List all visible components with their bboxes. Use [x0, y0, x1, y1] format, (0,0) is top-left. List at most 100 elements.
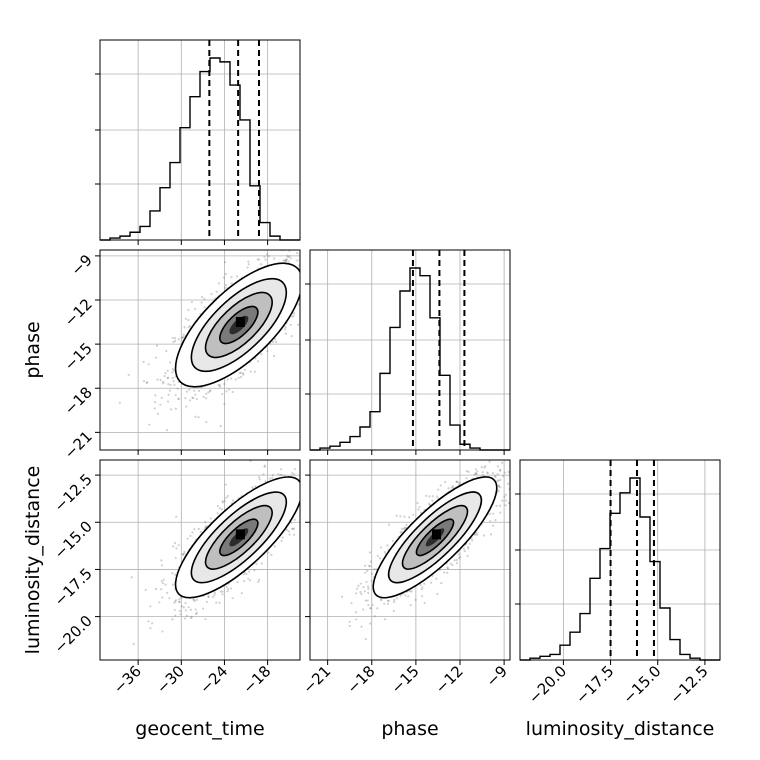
sample-point: [246, 266, 249, 269]
sample-point: [204, 520, 207, 524]
sample-point: [149, 605, 152, 608]
sample-point: [355, 587, 359, 590]
sample-point: [188, 388, 191, 391]
sample-point: [316, 479, 318, 481]
sample-point: [465, 469, 469, 473]
sample-point: [504, 504, 507, 507]
sample-point: [209, 389, 212, 392]
sample-point: [218, 385, 222, 388]
sample-point: [437, 488, 440, 491]
sample-point: [218, 507, 221, 510]
sample-point: [194, 612, 198, 615]
sample-point: [367, 604, 370, 607]
sample-point: [383, 602, 386, 605]
sample-point: [400, 527, 404, 530]
sample-point: [255, 562, 258, 566]
sample-point: [496, 473, 499, 476]
tick-label-y-phase: −21: [61, 427, 96, 462]
sample-point: [154, 587, 158, 591]
sample-point: [449, 562, 453, 565]
sample-point: [242, 373, 245, 376]
sample-point: [296, 252, 299, 255]
sample-point: [165, 428, 169, 432]
sample-point: [499, 511, 502, 514]
sample-point: [239, 375, 243, 379]
sample-point: [403, 515, 406, 518]
sample-point: [328, 268, 330, 270]
sample-point: [302, 500, 304, 502]
sample-point: [161, 630, 164, 633]
sample-point: [421, 595, 424, 598]
sample-point: [362, 608, 365, 611]
sample-point: [169, 383, 172, 387]
sample-point: [172, 340, 175, 344]
sample-point: [501, 461, 504, 464]
sample-point: [496, 465, 499, 468]
sample-point: [511, 445, 513, 447]
sample-point: [181, 553, 185, 556]
sample-point: [162, 380, 165, 384]
sample-point: [235, 275, 239, 278]
sample-point: [288, 254, 291, 258]
panel-frame: [309, 459, 511, 661]
sample-point: [187, 606, 190, 609]
sample-point: [402, 527, 406, 530]
sample-point: [365, 580, 368, 583]
sample-point: [202, 607, 205, 610]
sample-point: [293, 473, 296, 476]
sample-point: [566, 446, 568, 448]
sample-point: [417, 508, 420, 511]
sample-point: [348, 620, 351, 623]
sample-point: [423, 601, 426, 605]
sample-point: [466, 554, 469, 558]
contour-line: [401, 504, 469, 570]
sample-point: [171, 618, 174, 621]
sample-point: [446, 566, 449, 570]
contour-line: [190, 491, 288, 584]
sample-point: [174, 573, 177, 576]
sample-point: [304, 252, 306, 254]
tick-label-x-luminosity-distance: −17.5: [572, 662, 617, 707]
sample-point: [144, 588, 147, 591]
sample-point: [219, 590, 222, 593]
sample-point: [509, 453, 511, 455]
tick-label-y-phase: −15: [61, 339, 96, 374]
sample-point: [316, 489, 318, 491]
tick-label-x-luminosity-distance: −15.0: [619, 662, 664, 707]
sample-point: [340, 595, 344, 598]
sample-point: [147, 363, 150, 366]
sample-point: [499, 469, 502, 472]
sample-point: [184, 317, 187, 320]
sample-point: [307, 260, 309, 262]
sample-point: [492, 524, 495, 527]
sample-point: [142, 360, 145, 363]
contour-line: [372, 476, 498, 599]
sample-point: [493, 474, 497, 478]
sample-point: [213, 591, 216, 594]
sample-point: [256, 258, 259, 261]
sample-point: [306, 301, 308, 303]
sample-point: [253, 569, 256, 572]
sample-point: [188, 399, 192, 402]
sample-point: [207, 595, 210, 599]
sample-point: [430, 581, 433, 584]
sample-point: [504, 499, 508, 502]
sample-point: [188, 324, 192, 328]
sample-point: [167, 393, 170, 396]
sample-point: [175, 547, 178, 550]
sample-point: [305, 507, 307, 509]
sample-point: [219, 424, 222, 428]
sample-point: [171, 572, 174, 575]
sample-point: [193, 389, 196, 392]
sample-point: [386, 602, 390, 605]
sample-point: [300, 254, 302, 256]
sample-point: [391, 539, 394, 543]
sample-point: [393, 598, 396, 602]
tick-label-x-luminosity-distance: −12.5: [667, 662, 712, 707]
sample-point: [496, 480, 499, 483]
sample-point: [290, 335, 293, 338]
sample-point: [231, 390, 234, 394]
sample-point: [503, 471, 506, 474]
sample-point: [303, 279, 305, 281]
sample-point: [267, 551, 270, 554]
